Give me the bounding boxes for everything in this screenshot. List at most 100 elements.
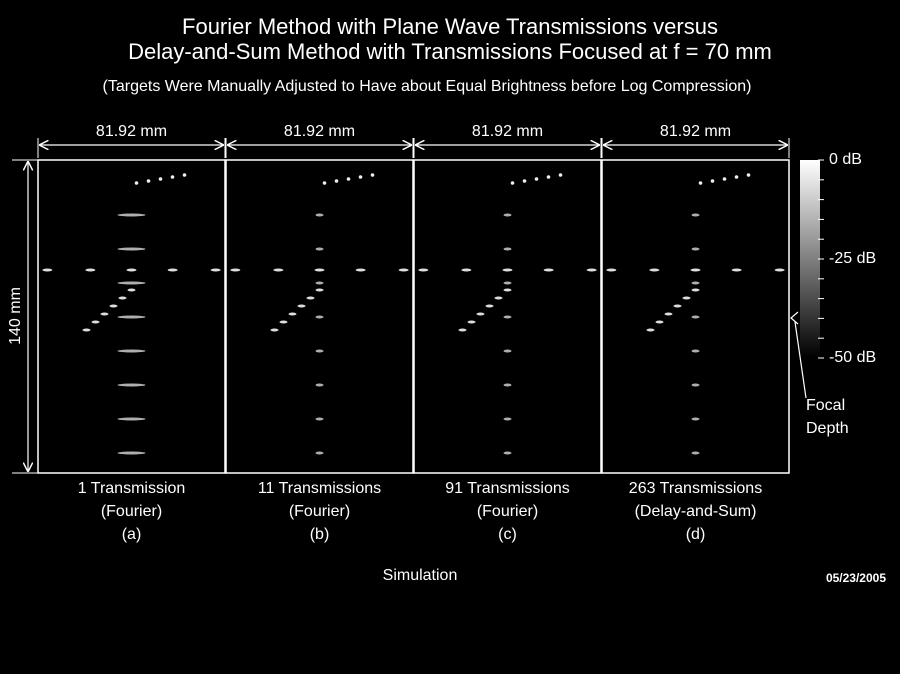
point-target bbox=[117, 383, 146, 387]
focal-leader bbox=[794, 321, 807, 399]
point-target bbox=[458, 328, 467, 332]
point-target bbox=[306, 296, 315, 300]
point-target bbox=[691, 349, 700, 353]
point-target bbox=[606, 268, 617, 272]
panel-caption: (d) bbox=[686, 526, 706, 543]
point-target bbox=[494, 296, 503, 300]
point-target bbox=[370, 173, 375, 177]
point-target bbox=[297, 304, 306, 308]
point-target bbox=[127, 288, 136, 292]
focal-marker bbox=[790, 311, 799, 325]
point-target bbox=[503, 281, 512, 285]
point-target bbox=[503, 349, 512, 353]
point-target bbox=[315, 315, 324, 319]
point-target bbox=[503, 315, 512, 319]
point-target bbox=[691, 315, 700, 319]
point-target bbox=[503, 213, 512, 217]
point-target bbox=[158, 177, 163, 181]
point-target bbox=[315, 288, 324, 292]
point-target bbox=[774, 268, 785, 272]
width-label: 81.92 mm bbox=[472, 123, 543, 140]
point-target bbox=[691, 417, 700, 421]
point-target bbox=[273, 268, 284, 272]
point-target bbox=[503, 417, 512, 421]
point-target bbox=[109, 304, 118, 308]
point-target bbox=[655, 320, 664, 324]
title-line: Delay-and-Sum Method with Transmissions … bbox=[128, 39, 772, 64]
point-target bbox=[673, 304, 682, 308]
point-target bbox=[117, 281, 146, 285]
point-target bbox=[510, 181, 515, 185]
point-target bbox=[722, 177, 727, 181]
focal-label: Depth bbox=[806, 420, 849, 437]
point-target bbox=[534, 177, 539, 181]
point-target bbox=[117, 315, 146, 319]
point-target bbox=[691, 213, 700, 217]
point-target bbox=[230, 268, 241, 272]
point-target bbox=[270, 328, 279, 332]
point-target bbox=[418, 268, 429, 272]
title-line: Fourier Method with Plane Wave Transmiss… bbox=[182, 14, 718, 39]
width-label: 81.92 mm bbox=[660, 123, 731, 140]
point-target bbox=[691, 451, 700, 455]
panel-caption: 1 Transmission bbox=[78, 480, 186, 497]
point-target bbox=[42, 268, 53, 272]
point-target bbox=[82, 328, 91, 332]
colorbar-label: 0 dB bbox=[829, 151, 862, 168]
date: 05/23/2005 bbox=[826, 571, 886, 585]
point-target bbox=[314, 268, 325, 272]
depth-label: 140 mm bbox=[7, 287, 24, 345]
point-target bbox=[503, 451, 512, 455]
point-target bbox=[467, 320, 476, 324]
point-target bbox=[91, 320, 100, 324]
point-target bbox=[546, 175, 551, 179]
point-target bbox=[691, 288, 700, 292]
panel-caption: (a) bbox=[122, 526, 142, 543]
point-target bbox=[398, 268, 409, 272]
point-target bbox=[698, 181, 703, 185]
point-target bbox=[85, 268, 96, 272]
colorbar-label: -50 dB bbox=[829, 349, 876, 366]
footer: Simulation bbox=[383, 567, 458, 584]
width-label: 81.92 mm bbox=[284, 123, 355, 140]
point-target bbox=[315, 417, 324, 421]
point-target bbox=[461, 268, 472, 272]
point-target bbox=[543, 268, 554, 272]
width-label: 81.92 mm bbox=[96, 123, 167, 140]
point-target bbox=[167, 268, 178, 272]
point-target bbox=[355, 268, 366, 272]
point-target bbox=[710, 179, 715, 183]
point-target bbox=[100, 312, 109, 316]
point-target bbox=[117, 349, 146, 353]
point-target bbox=[731, 268, 742, 272]
point-target bbox=[334, 179, 339, 183]
point-target bbox=[170, 175, 175, 179]
point-target bbox=[476, 312, 485, 316]
point-target bbox=[691, 383, 700, 387]
point-target bbox=[134, 181, 139, 185]
point-target bbox=[117, 451, 146, 455]
point-target bbox=[279, 320, 288, 324]
point-target bbox=[586, 268, 597, 272]
panel-caption: 91 Transmissions bbox=[445, 480, 570, 497]
point-target bbox=[503, 383, 512, 387]
point-target bbox=[346, 177, 351, 181]
point-target bbox=[664, 312, 673, 316]
point-target bbox=[358, 175, 363, 179]
panel-caption: (Delay-and-Sum) bbox=[635, 503, 757, 520]
panel-caption: (c) bbox=[498, 526, 517, 543]
point-target bbox=[315, 383, 324, 387]
focal-label: Focal bbox=[806, 397, 845, 414]
point-target bbox=[485, 304, 494, 308]
point-target bbox=[746, 173, 751, 177]
panel-caption: (Fourier) bbox=[289, 503, 350, 520]
panel-caption: (Fourier) bbox=[101, 503, 162, 520]
panel-caption: (b) bbox=[310, 526, 330, 543]
point-target bbox=[146, 179, 151, 183]
point-target bbox=[322, 181, 327, 185]
point-target bbox=[682, 296, 691, 300]
point-target bbox=[117, 213, 146, 217]
point-target bbox=[734, 175, 739, 179]
point-target bbox=[288, 312, 297, 316]
